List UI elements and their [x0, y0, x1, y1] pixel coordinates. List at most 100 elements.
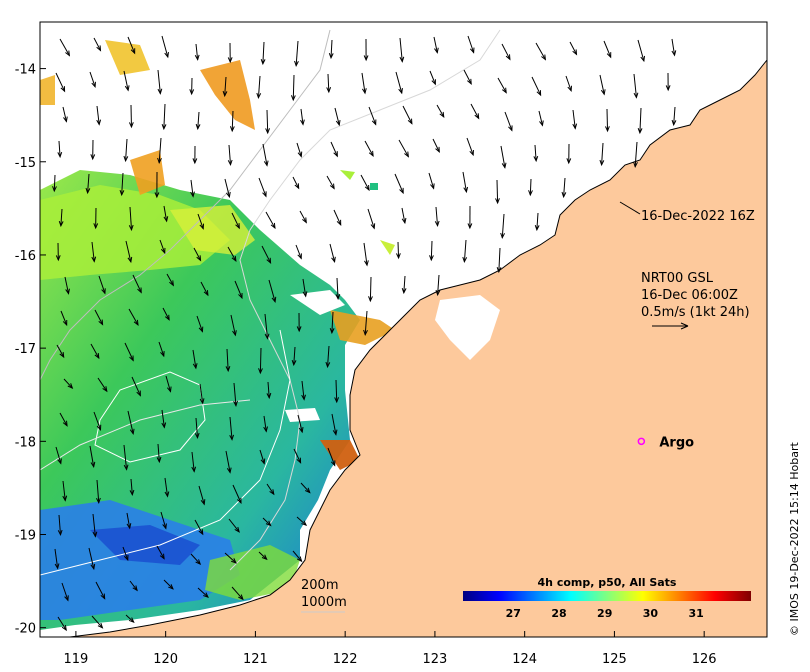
- current-arrow: [297, 414, 304, 434]
- current-arrow: [97, 377, 108, 393]
- current-arrow: [224, 552, 237, 564]
- current-arrow: [462, 171, 469, 194]
- current-arrow: [96, 105, 102, 126]
- current-arrow: [395, 71, 403, 95]
- lat-tick-label: -18: [15, 435, 36, 450]
- current-arrow: [495, 179, 500, 205]
- current-arrow: [368, 276, 373, 303]
- current-arrow: [197, 587, 209, 599]
- current-arrow: [159, 239, 166, 255]
- current-arrow: [224, 178, 231, 199]
- current-arrow: [363, 38, 369, 62]
- plot-area: [40, 22, 767, 637]
- current-arrow: [63, 378, 74, 389]
- current-arrow: [55, 242, 61, 262]
- current-arrow: [123, 138, 129, 163]
- current-arrow: [60, 310, 68, 327]
- current-arrow: [231, 586, 244, 601]
- current-arrow: [496, 247, 502, 274]
- current-arrow: [192, 145, 198, 165]
- land-inlet: [435, 295, 500, 360]
- current-arrow: [62, 106, 68, 123]
- current-arrow: [192, 349, 198, 370]
- current-arrow: [128, 206, 134, 232]
- current-arrow: [432, 138, 440, 154]
- current-arrow: [265, 211, 276, 230]
- current-arrow: [360, 174, 370, 192]
- current-arrow: [191, 451, 197, 473]
- current-arrow: [671, 38, 677, 57]
- current-arrow: [229, 416, 235, 441]
- current-arrow: [232, 484, 242, 505]
- lat-tick-label: -14: [15, 63, 36, 78]
- current-arrow: [538, 110, 544, 127]
- current-arrow: [92, 513, 98, 538]
- lat-tick-label: -16: [15, 249, 36, 264]
- argo-label: Argo: [659, 435, 694, 450]
- current-arrow: [222, 76, 228, 98]
- current-arrow: [363, 242, 369, 267]
- lon-tick-label: 121: [243, 652, 268, 667]
- current-arrow: [401, 207, 407, 225]
- current-arrow: [128, 308, 139, 326]
- current-arrow: [296, 142, 303, 158]
- current-arrow: [292, 550, 303, 563]
- current-arrow: [163, 205, 169, 223]
- scale-arrow: [652, 322, 689, 330]
- longitude-axis: 119 120 121 122 123 124 125 126: [63, 631, 717, 667]
- current-arrow: [402, 105, 413, 125]
- land-australia: [70, 60, 767, 637]
- lat-tick-label: -20: [15, 622, 36, 637]
- current-arrow: [293, 448, 302, 464]
- current-arrow: [127, 410, 135, 435]
- current-arrow: [262, 517, 272, 527]
- current-arrow: [200, 281, 209, 297]
- current-arrow: [572, 109, 578, 130]
- current-arrow: [123, 70, 130, 92]
- current-arrow: [258, 551, 268, 561]
- current-arrow: [127, 36, 136, 55]
- current-arrow: [258, 347, 263, 375]
- current-arrow: [335, 277, 341, 301]
- current-arrow: [91, 241, 97, 263]
- current-arrow: [264, 313, 270, 340]
- current-arrow: [62, 480, 68, 502]
- current-arrow: [361, 72, 367, 95]
- current-arrow: [91, 615, 104, 629]
- current-arrow: [367, 208, 376, 230]
- current-arrow: [265, 109, 270, 135]
- credit-label: © IMOS 19-Dec-2022 15:14 Hobart: [788, 441, 801, 636]
- current-arrow: [156, 545, 165, 560]
- lon-tick-label: 125: [602, 652, 627, 667]
- current-arrow: [126, 512, 132, 530]
- current-arrow: [398, 139, 409, 158]
- current-arrow: [123, 444, 129, 471]
- current-arrow: [466, 137, 474, 157]
- current-arrow: [88, 547, 96, 571]
- current-arrow: [190, 553, 202, 566]
- current-arrow: [470, 103, 480, 120]
- current-arrow: [637, 107, 643, 135]
- current-arrow: [194, 519, 204, 536]
- current-arrow: [196, 315, 204, 333]
- current-arrow: [94, 309, 104, 326]
- current-arrow: [291, 346, 297, 367]
- current-arrow: [334, 379, 340, 404]
- current-arrow: [299, 210, 307, 224]
- current-arrow: [125, 240, 133, 264]
- colorbar-tick-label: 31: [688, 607, 703, 620]
- current-arrow: [95, 581, 106, 600]
- current-arrow: [56, 344, 65, 359]
- current-arrow: [162, 307, 170, 321]
- current-source-label: NRT00 GSL: [641, 271, 714, 286]
- current-arrow: [225, 450, 232, 474]
- current-arrow: [231, 212, 240, 230]
- timestamp-pointer: [619, 201, 641, 215]
- current-arrow: [263, 415, 268, 433]
- current-arrow: [234, 280, 243, 300]
- current-arrow: [463, 69, 472, 85]
- scale-label: 0.5m/s (1kt 24h): [641, 305, 750, 320]
- current-arrow: [166, 273, 174, 287]
- current-arrow: [156, 443, 162, 464]
- current-arrow: [228, 518, 240, 533]
